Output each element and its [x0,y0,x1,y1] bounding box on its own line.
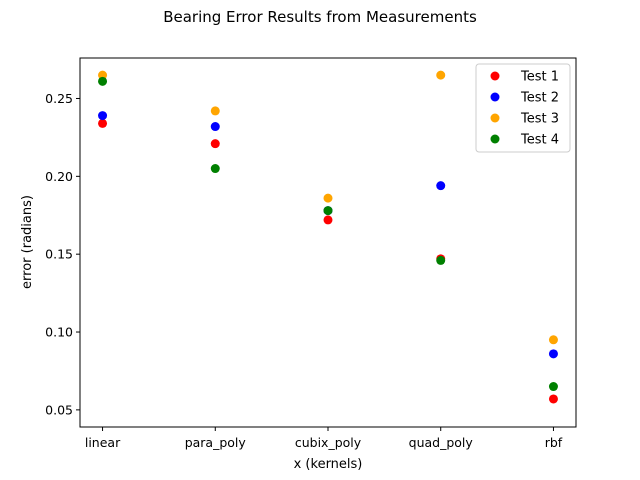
data-point-test-2 [548,349,558,359]
legend-label: Test 4 [520,133,559,148]
y-tick-label: 0.10 [45,325,73,340]
data-point-test-4 [436,255,446,265]
legend-box [475,63,571,153]
legend: Test 1 Test 2 Test 3 Test 4 [475,63,571,153]
y-tick-label: 0.15 [45,247,73,262]
data-point-test-2 [210,122,220,132]
x-tick-label: cubix_poly [295,435,362,450]
y-axis-label: error (radians) [20,195,35,289]
x-axis-label: x (kernels) [294,457,363,472]
chart-title: Bearing Error Results from Measurements [163,8,477,26]
axis-ticks: linear para_poly cubix_poly quad_poly rbf 0.0… [45,91,563,450]
y-tick-label: 0.25 [45,91,73,106]
data-point-test-4 [98,76,108,86]
data-points [98,70,558,404]
data-point-test-1 [323,215,333,225]
legend-label: Test 3 [520,112,559,127]
x-tick-label: linear [85,435,121,450]
legend-label: Test 1 [520,70,559,85]
legend-marker [490,113,500,123]
data-point-test-2 [436,181,446,191]
data-point-test-1 [548,394,558,404]
data-point-test-3 [548,335,558,345]
data-point-test-3 [210,106,220,116]
legend-marker [490,71,500,81]
data-point-test-4 [323,206,333,216]
data-point-test-4 [548,382,558,392]
legend-label: Test 2 [520,91,559,106]
legend-marker [490,92,500,102]
y-tick-label: 0.20 [45,169,73,184]
data-point-test-3 [323,193,333,203]
data-point-test-1 [98,118,108,128]
x-tick-label: para_poly [185,435,247,450]
x-tick-label: rbf [545,435,563,450]
legend-marker [490,134,500,144]
data-point-test-1 [210,139,220,149]
x-tick-label: quad_poly [409,435,474,450]
data-point-test-2 [98,111,108,121]
data-point-test-3 [436,70,446,80]
data-point-test-3 [98,70,108,80]
y-tick-label: 0.05 [45,402,73,417]
data-point-test-4 [210,164,220,174]
